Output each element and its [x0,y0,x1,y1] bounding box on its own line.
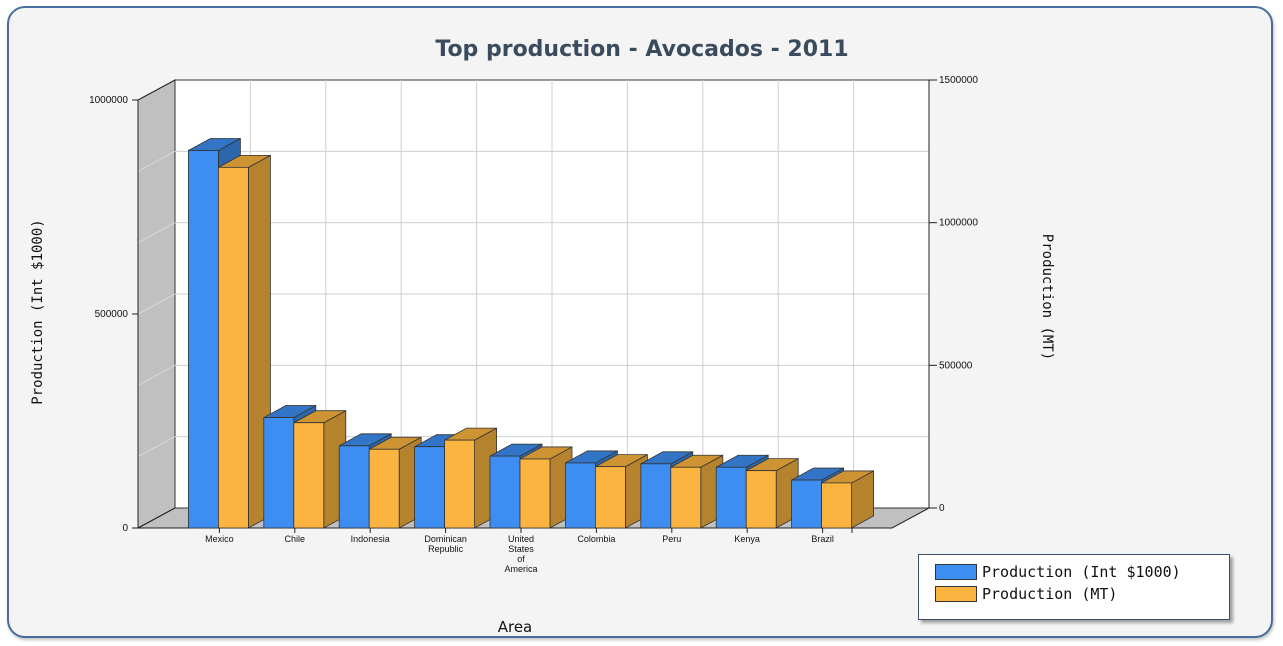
left-axis-tick-label: 1000000 [89,95,128,106]
bar-front [444,439,476,529]
bar-front [519,458,551,529]
right-axis-tick-label: 500000 [939,360,973,371]
bar-front [670,466,702,529]
chart-title: Top production - Avocados - 2011 [435,37,848,62]
legend: Production (Int $1000) Production (MT) [918,554,1230,620]
x-axis-tick-label: Colombia [577,534,615,544]
gridline-wall [137,364,176,386]
x-axis-tick-label: Indonesia [351,534,390,544]
bar-front [565,462,596,529]
gridline-wall [137,436,176,458]
right-axis-title: Production (MT) [1039,234,1055,360]
right-axis-tick-label: 1000000 [939,218,978,229]
x-axis-tick-label: United States of America [504,534,537,574]
bar-front [217,166,249,529]
x-axis-tick-label: Brazil [811,534,834,544]
bar-front [791,479,822,529]
bar-mt [368,436,422,529]
bar-front [338,445,370,529]
bar-mt [519,446,573,529]
bar-mt [293,410,347,529]
bar-front [187,150,219,529]
bar-front [293,422,325,529]
right-axis-tick-label: 1500000 [939,75,978,86]
right-axis-tick-label: 0 [939,503,945,514]
bar-front [489,455,521,529]
x-axis-tick-label: Dominican Republic [424,534,467,554]
legend-label-int: Production (Int $1000) [982,563,1181,581]
bar-front [414,446,446,529]
bar-front [745,470,777,529]
bar-mt [670,454,724,529]
bar-mt [595,453,648,529]
bar-front [595,466,626,529]
x-axis-tick-label: Chile [285,534,306,544]
left-axis-title: Production (Int $1000) [30,219,46,404]
bar-mt [745,457,799,529]
bar-mt [821,470,874,529]
legend-swatch-int [935,564,977,580]
bar-mt [444,427,498,529]
legend-item-int: Production (Int $1000) [935,561,1229,583]
left-axis-tick-label: 0 [122,523,128,534]
gridline-wall [137,222,176,244]
x-axis-tick-label: Kenya [734,534,760,544]
legend-item-mt: Production (MT) [935,583,1229,605]
bar-mt [217,154,271,529]
gridline-wall [137,150,176,172]
left-axis-tick-label: 500000 [95,309,129,320]
x-axis-tick-label: Mexico [205,534,234,544]
x-axis-tick-label: Peru [662,534,681,544]
gridline-wall [137,293,176,315]
bar-front [821,482,852,529]
bar-front [368,448,400,529]
bar-front [640,463,672,529]
bar-front [715,466,747,529]
bar-front [263,417,295,529]
x-axis-title: Area [498,618,533,636]
legend-label-mt: Production (MT) [982,585,1118,603]
legend-swatch-mt [935,586,977,602]
